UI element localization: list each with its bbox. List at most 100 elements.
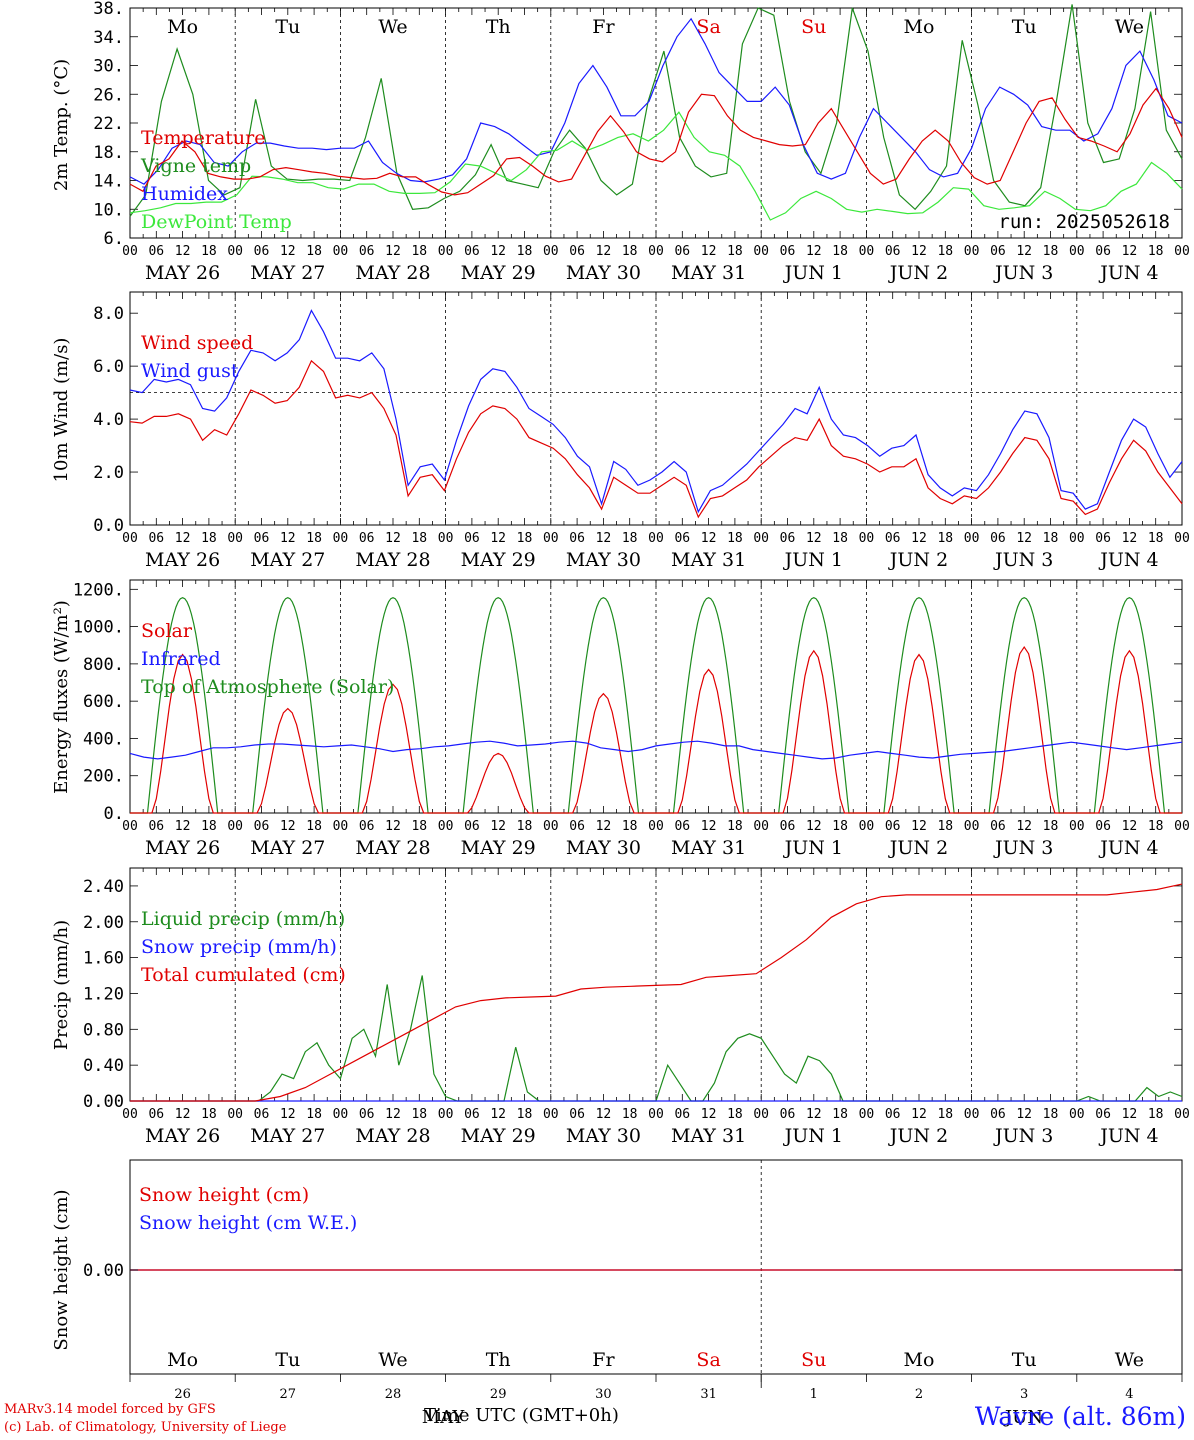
date-label: MAY 29 <box>461 1125 536 1147</box>
series-solar <box>1076 649 1182 814</box>
run-annotation: run: 2025052618 <box>998 211 1170 233</box>
hour-label: 06 <box>254 1107 270 1122</box>
weekday-label: Su <box>801 16 826 38</box>
hour-label: 06 <box>148 244 164 259</box>
bottom-month-label: MAY <box>422 1407 466 1428</box>
hour-label: 12 <box>911 244 927 259</box>
hour-label: 06 <box>359 244 375 259</box>
weekday-label: Mo <box>167 1349 198 1371</box>
hour-label: 12 <box>806 1107 822 1122</box>
series-toa-solar <box>866 597 972 814</box>
hour-label: 18 <box>622 819 638 834</box>
y-tick-label: 0.80 <box>83 1020 124 1040</box>
legend-wind-gust: Wind gust <box>141 360 239 382</box>
bottom-date-label: 27 <box>280 1387 297 1402</box>
y-tick-label: 18. <box>93 143 124 163</box>
y-tick-label: 400. <box>83 729 124 749</box>
date-label: MAY 28 <box>355 837 430 859</box>
legend-dewpoint-temp: DewPoint Temp <box>141 211 292 233</box>
series-toa-solar <box>761 597 867 814</box>
hour-label: 00 <box>859 819 875 834</box>
weekday-label: We <box>378 16 407 38</box>
series-toa-solar <box>656 597 762 814</box>
hour-label: 12 <box>1122 1107 1138 1122</box>
weekday-label: Fr <box>592 16 615 38</box>
weekday-label: Th <box>486 16 511 38</box>
hour-label: 06 <box>359 1107 375 1122</box>
legend-liquid-precip-mm-h-: Liquid precip (mm/h) <box>141 908 345 930</box>
hour-label: 06 <box>990 1107 1006 1122</box>
hour-label: 06 <box>674 244 690 259</box>
date-label: MAY 31 <box>671 549 746 571</box>
hour-label: 18 <box>306 244 322 259</box>
hour-label: 00 <box>227 244 243 259</box>
hour-label: 12 <box>1016 1107 1032 1122</box>
hour-label: 06 <box>1095 819 1111 834</box>
y-tick-label: 30. <box>93 57 124 77</box>
hour-label: 06 <box>254 531 270 546</box>
hour-label: 18 <box>411 244 427 259</box>
hour-label: 00 <box>1174 244 1190 259</box>
hour-label: 12 <box>1016 819 1032 834</box>
hour-label: 12 <box>490 244 506 259</box>
y-axis-label: 10m Wind (m/s) <box>51 338 72 483</box>
series-vigne-temp <box>129 4 1183 217</box>
panel-5: Snow height (cm) 0.00 Snow height (cm) Snow… <box>51 1159 1183 1428</box>
hour-label: 12 <box>175 531 191 546</box>
hour-label: 00 <box>333 1107 349 1122</box>
hour-label: 00 <box>333 244 349 259</box>
hour-label: 18 <box>727 244 743 259</box>
hour-label: 12 <box>385 819 401 834</box>
hour-label: 00 <box>438 819 454 834</box>
hour-label: 06 <box>569 531 585 546</box>
y-tick-label: 10. <box>93 200 124 220</box>
hour-label: 00 <box>333 819 349 834</box>
hour-label: 00 <box>1069 819 1085 834</box>
hour-label: 12 <box>701 1107 717 1122</box>
bottom-month-label: JUN <box>1003 1407 1043 1428</box>
hour-label: 06 <box>359 531 375 546</box>
hour-label: 12 <box>806 531 822 546</box>
hour-label: 00 <box>859 244 875 259</box>
legend-top-of-atmosphere-solar-: Top of Atmosphere (Solar) <box>141 676 394 698</box>
hour-label: 18 <box>1043 244 1059 259</box>
weekday-label: We <box>1115 16 1144 38</box>
hour-label: 12 <box>911 819 927 834</box>
hour-label: 06 <box>1095 1107 1111 1122</box>
hour-label: 06 <box>674 819 690 834</box>
hour-label: 18 <box>201 819 217 834</box>
hour-label: 18 <box>937 1107 953 1122</box>
model-credit: MARv3.14 model forced by GFS <box>4 1402 216 1417</box>
hour-label: 00 <box>859 531 875 546</box>
hour-label: 12 <box>490 1107 506 1122</box>
series-toa-solar <box>971 597 1077 814</box>
hour-label: 12 <box>280 819 296 834</box>
hour-label: 18 <box>622 244 638 259</box>
date-label: JUN 3 <box>993 837 1053 859</box>
hour-label: 00 <box>543 819 559 834</box>
y-tick-label: 0. <box>104 804 124 824</box>
series-solar <box>235 707 341 814</box>
hour-label: 12 <box>385 531 401 546</box>
weekday-label: Su <box>801 1349 826 1371</box>
hour-label: 06 <box>885 531 901 546</box>
series-toa-solar <box>235 597 341 814</box>
bottom-date-label: 4 <box>1125 1387 1133 1402</box>
hour-label: 06 <box>780 819 796 834</box>
panel-2: 00 06 12 18 00 06 12 18 00 06 12 18 00 06 12 18 00 06 12 18… <box>51 291 1190 571</box>
hour-label: 18 <box>937 531 953 546</box>
series-toa-solar <box>445 597 551 814</box>
hour-label: 06 <box>254 244 270 259</box>
bottom-date-label: 28 <box>385 1387 402 1402</box>
hour-label: 00 <box>648 531 664 546</box>
hour-label: 06 <box>464 1107 480 1122</box>
date-label: MAY 27 <box>250 837 325 859</box>
hour-label: 18 <box>1043 819 1059 834</box>
hour-label: 06 <box>885 819 901 834</box>
hour-label: 00 <box>333 531 349 546</box>
date-label: MAY 27 <box>250 262 325 284</box>
hour-label: 18 <box>1148 1107 1164 1122</box>
y-tick-label: 1.60 <box>83 949 124 969</box>
hour-label: 18 <box>727 819 743 834</box>
hour-label: 18 <box>832 531 848 546</box>
